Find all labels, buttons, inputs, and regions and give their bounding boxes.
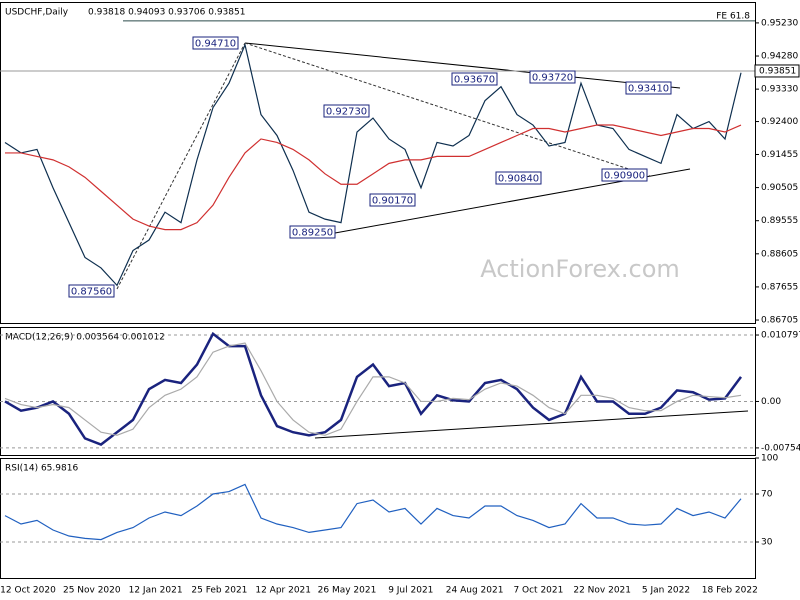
panel-subtitle: 0.93818 0.94093 0.93706 0.93851 <box>88 8 245 18</box>
x-tick-label: 24 Aug 2021 <box>446 586 504 596</box>
y-tick-label: 0.00 <box>761 397 781 407</box>
annotation-box <box>192 36 239 50</box>
annotation-box <box>529 70 576 84</box>
series-line <box>4 483 742 541</box>
annotation-label: 0.89250 <box>292 228 333 239</box>
series-line <box>4 331 743 446</box>
y-tick-label: 70 <box>761 490 773 500</box>
annotation-label: 0.93670 <box>454 75 495 86</box>
x-tick-label: 25 Nov 2020 <box>63 586 121 596</box>
annotation-box <box>451 72 498 86</box>
watermark: ActionForex.com <box>480 255 680 283</box>
x-tick-label: 9 Jul 2021 <box>388 586 433 596</box>
trendline <box>314 410 749 439</box>
panel-title: USDCHF,Daily <box>5 8 69 18</box>
annotation-box <box>289 225 336 239</box>
x-tick-label: 18 Feb 2022 <box>702 586 758 596</box>
panel-title: RSI(14) 65.9816 <box>5 464 78 474</box>
annotation-box <box>495 171 542 185</box>
x-tick-label: 5 Jan 2022 <box>642 586 690 596</box>
y-tick-label: 30 <box>761 538 773 548</box>
x-tick-label: 25 Feb 2021 <box>191 586 247 596</box>
annotation-box <box>68 284 115 298</box>
annotation-label: 0.93410 <box>628 84 669 95</box>
annotation-box <box>323 104 370 118</box>
y-tick-label: 0.89555 <box>761 216 798 226</box>
price-label: 0.93851 <box>759 66 796 76</box>
series-line <box>5 124 742 231</box>
annotation-box <box>369 193 416 207</box>
x-tick-label: 22 Nov 2021 <box>573 586 631 596</box>
x-tick-label: 12 Apr 2021 <box>255 586 311 596</box>
trendline <box>244 42 651 177</box>
series-line <box>4 342 742 436</box>
y-tick-label: 0.86705 <box>761 316 798 326</box>
panel-title: MACD(12,26,9) 0.003564 0.001012 <box>5 333 165 343</box>
x-tick-label: 12 Jan 2021 <box>129 586 183 596</box>
reference-label: FE 61.8 <box>716 11 750 21</box>
trendline <box>244 42 681 89</box>
annotation-label: 0.90840 <box>498 174 539 185</box>
annotation-label: 0.90900 <box>604 171 645 182</box>
x-tick-label: 7 Oct 2021 <box>513 586 563 596</box>
y-tick-label: 0.88605 <box>761 249 798 259</box>
y-tick-label: 0.94280 <box>761 52 798 62</box>
trendline <box>116 42 246 290</box>
y-tick-label: 0.92400 <box>761 117 798 127</box>
y-tick-label: 0.87655 <box>761 282 798 292</box>
y-tick-label: 0.010797 <box>761 331 800 341</box>
y-tick-label: -0.007548 <box>761 443 800 453</box>
y-tick-label: 0.90505 <box>761 183 798 193</box>
x-tick-label: 26 May 2021 <box>318 586 377 596</box>
annotation-box <box>601 168 648 182</box>
x-tick-label: 12 Oct 2020 <box>0 586 56 596</box>
series-line <box>4 42 742 287</box>
y-tick-label: 0.95230 <box>761 18 798 28</box>
panel-frame <box>0 2 756 324</box>
annotation-box <box>625 81 672 95</box>
annotation-label: 0.94710 <box>195 39 236 50</box>
panel-frame <box>0 458 756 579</box>
y-tick-label: 0.93330 <box>761 85 798 95</box>
y-tick-label: 0.91455 <box>761 150 798 160</box>
y-tick-label: 100 <box>761 454 778 464</box>
price-box <box>754 64 800 78</box>
annotation-label: 0.92730 <box>326 107 367 118</box>
annotation-label: 0.87560 <box>71 287 112 298</box>
annotation-label: 0.90170 <box>372 196 413 207</box>
panel-frame <box>0 327 756 456</box>
annotation-label: 0.93720 <box>532 73 573 84</box>
